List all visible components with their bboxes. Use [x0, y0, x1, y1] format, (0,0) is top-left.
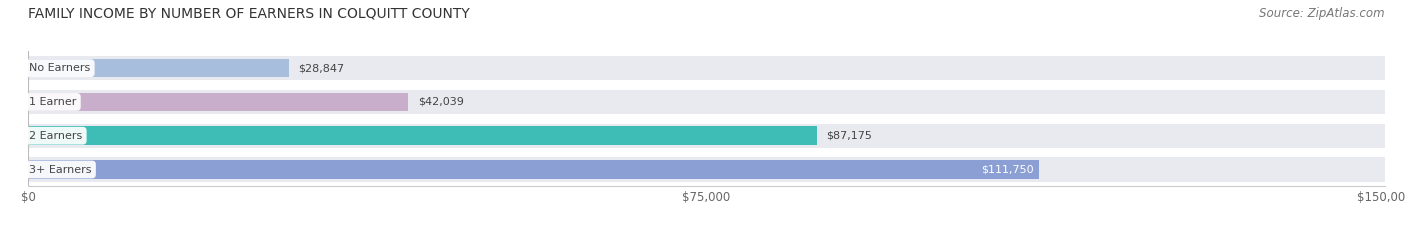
Bar [28, 90, 1385, 114]
Text: $111,750: $111,750 [981, 164, 1033, 175]
Bar [28, 93, 408, 111]
Bar [28, 157, 1385, 182]
Text: FAMILY INCOME BY NUMBER OF EARNERS IN COLQUITT COUNTY: FAMILY INCOME BY NUMBER OF EARNERS IN CO… [28, 7, 470, 21]
Text: 3+ Earners: 3+ Earners [30, 164, 91, 175]
Bar [28, 59, 290, 77]
Bar [28, 56, 1385, 80]
Text: Source: ZipAtlas.com: Source: ZipAtlas.com [1260, 7, 1385, 20]
Text: No Earners: No Earners [30, 63, 91, 73]
Bar [28, 127, 817, 145]
Text: $28,847: $28,847 [298, 63, 344, 73]
Text: 1 Earner: 1 Earner [30, 97, 77, 107]
Bar [28, 160, 1039, 179]
Text: 2 Earners: 2 Earners [30, 131, 83, 141]
Text: $87,175: $87,175 [827, 131, 872, 141]
Text: $42,039: $42,039 [418, 97, 464, 107]
Bar [28, 123, 1385, 148]
